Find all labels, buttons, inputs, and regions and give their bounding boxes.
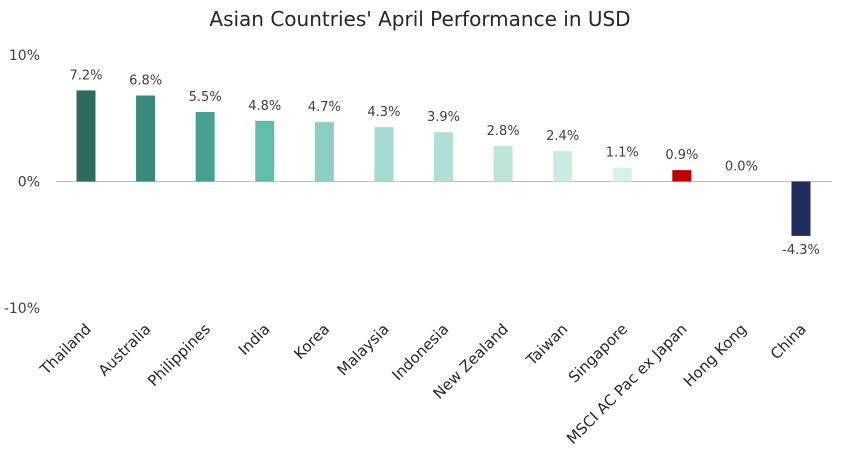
- bar: [672, 170, 692, 182]
- data-label: 4.3%: [367, 105, 400, 120]
- y-tick-label: 10%: [9, 48, 40, 64]
- y-axis-ticks: 10% 0% -10%: [4, 48, 40, 317]
- bar: [76, 90, 96, 182]
- y-tick-label: 0%: [18, 175, 40, 191]
- category-label: Taiwan: [522, 320, 572, 370]
- data-label: 2.8%: [487, 124, 520, 139]
- category-label: Australia: [95, 320, 155, 380]
- bar: [255, 120, 275, 182]
- data-label: 5.5%: [189, 90, 222, 105]
- data-label: -4.3%: [782, 243, 820, 258]
- bars-group: [76, 90, 811, 236]
- bar: [553, 151, 573, 182]
- category-label: India: [235, 320, 274, 359]
- data-label: 0.9%: [665, 148, 698, 163]
- data-label: 2.4%: [546, 129, 579, 144]
- category-label: Hong Kong: [680, 320, 750, 390]
- category-label: China: [767, 320, 810, 363]
- category-label: Thailand: [36, 320, 95, 379]
- category-label: MSCI AC Pac ex Japan: [563, 320, 691, 448]
- data-label: 4.7%: [308, 100, 341, 115]
- bar: [314, 122, 334, 182]
- bar: [612, 167, 632, 182]
- bar: [493, 146, 513, 182]
- y-tick-label: -10%: [4, 301, 40, 317]
- data-label: 6.8%: [129, 73, 162, 88]
- chart-title: Asian Countries' April Performance in US…: [209, 7, 630, 31]
- bar: [791, 181, 811, 236]
- bar: [195, 111, 215, 182]
- bar: [434, 132, 453, 182]
- data-label: 1.1%: [606, 146, 639, 161]
- data-label: 3.9%: [427, 110, 460, 125]
- data-label: 4.8%: [248, 99, 281, 114]
- category-label: Korea: [290, 320, 333, 363]
- category-label: Indonesia: [388, 320, 452, 384]
- data-label: 0.0%: [725, 160, 758, 175]
- data-labels-group: 7.2% 6.8% 5.5% 4.8% 4.7% 4.3% 3.9% 2.8% 2.4% 1.1%…: [69, 68, 819, 257]
- category-label: Philippines: [144, 320, 214, 390]
- data-label: 7.2%: [69, 68, 102, 83]
- category-label: Malaysia: [334, 320, 393, 379]
- bar: [136, 95, 156, 182]
- bar: [374, 127, 394, 182]
